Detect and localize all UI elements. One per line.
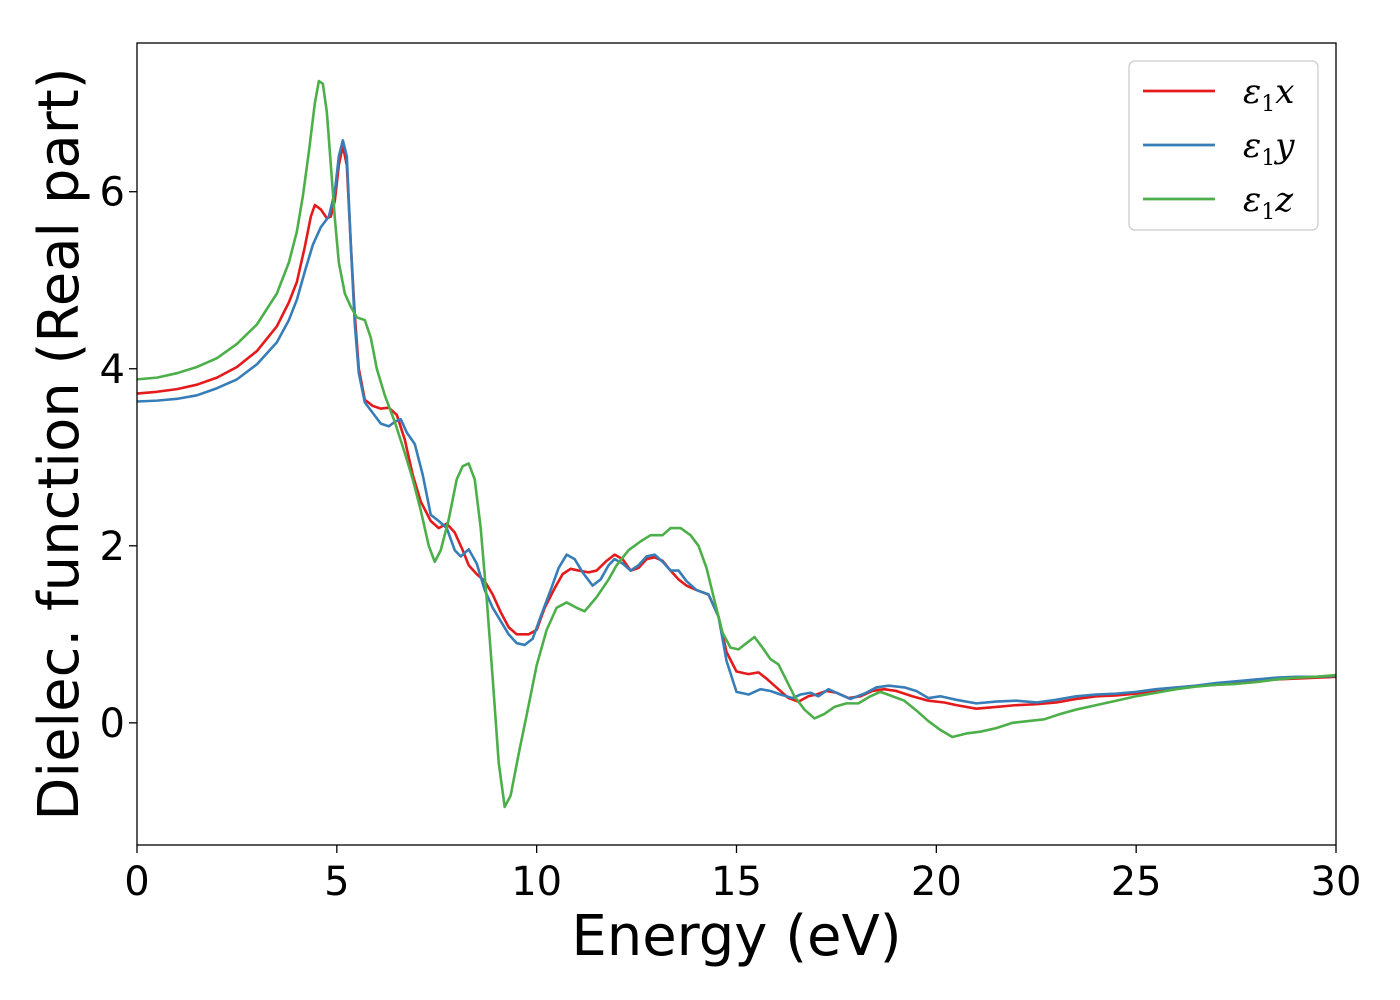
x-tick-label: 5 bbox=[324, 859, 349, 905]
legend-label: ε1y bbox=[1243, 126, 1295, 171]
x-tick-label: 30 bbox=[1311, 859, 1362, 905]
y-tick-label: 6 bbox=[100, 170, 125, 216]
y-tick-label: 4 bbox=[100, 347, 125, 393]
legend: ε1x ε1y ε1z bbox=[1128, 60, 1319, 231]
legend-box bbox=[1128, 60, 1319, 231]
x-axis-label: Energy (eV) bbox=[571, 904, 901, 969]
x-tick-label: 25 bbox=[1111, 859, 1162, 905]
series-line-x bbox=[137, 144, 1336, 710]
x-tick-label: 0 bbox=[124, 859, 149, 905]
series-line-y bbox=[137, 139, 1336, 705]
x-tick-label: 15 bbox=[711, 859, 762, 905]
y-tick-label: 0 bbox=[100, 701, 125, 747]
legend-label: ε1z bbox=[1243, 180, 1294, 225]
x-tick-label: 10 bbox=[511, 859, 562, 905]
series-line-z bbox=[137, 79, 1336, 809]
y-axis: 0 2 4 6 bbox=[100, 170, 137, 747]
series-layer bbox=[137, 79, 1336, 809]
x-axis: 0 5 10 15 20 25 30 bbox=[124, 845, 1361, 905]
y-axis-label: Dielec. function (Real part) bbox=[27, 67, 92, 820]
y-tick-label: 2 bbox=[100, 524, 125, 570]
legend-label: ε1x bbox=[1243, 72, 1294, 117]
x-tick-label: 20 bbox=[911, 859, 962, 905]
